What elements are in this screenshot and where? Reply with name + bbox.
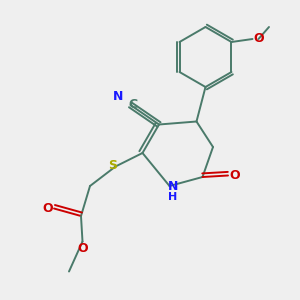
Text: O: O [42, 202, 53, 215]
Text: H: H [169, 191, 178, 202]
Text: N: N [168, 179, 178, 193]
Text: C: C [128, 98, 137, 111]
Text: O: O [253, 32, 264, 46]
Text: O: O [78, 242, 88, 255]
Text: O: O [229, 169, 240, 182]
Text: S: S [109, 159, 118, 172]
Text: N: N [113, 89, 123, 103]
